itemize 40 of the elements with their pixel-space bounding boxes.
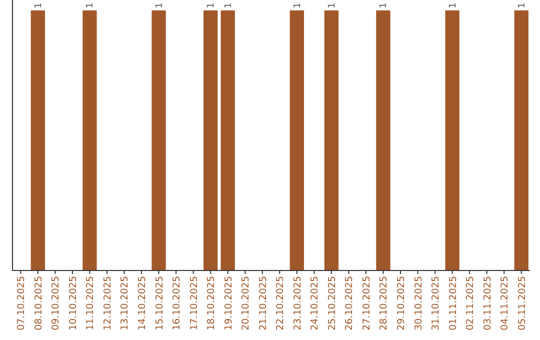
data-label: 1 <box>206 2 217 8</box>
x-tick-label: 15.10.2025 <box>154 276 166 330</box>
x-tick-label: 26.10.2025 <box>344 276 356 330</box>
x-tick-label: 27.10.2025 <box>361 276 372 330</box>
x-tick-label: 18.10.2025 <box>206 276 218 330</box>
x-tick-label: 09.10.2025 <box>50 276 62 330</box>
x-tick-label: 30.10.2025 <box>413 276 424 330</box>
data-label: 1 <box>224 2 234 8</box>
x-tick-label: 02.11.2025 <box>465 276 476 330</box>
x-tick-label: 20.10.2025 <box>240 276 252 330</box>
x-tick-label: 28.10.2025 <box>378 276 390 330</box>
x-tick-label: 25.10.2025 <box>326 276 338 330</box>
x-tick-label: 04.11.2025 <box>500 276 511 330</box>
x-tick-label: 05.11.2025 <box>516 276 528 330</box>
x-tick-label: 16.10.2025 <box>172 276 183 330</box>
x-tick-label: 03.11.2025 <box>482 276 494 330</box>
x-tick-label: 17.10.2025 <box>188 276 200 330</box>
x-tick-label: 24.10.2025 <box>310 276 321 330</box>
data-label: 1 <box>86 2 96 8</box>
data-label: 1 <box>327 2 338 8</box>
x-tick-label: 10.10.2025 <box>68 276 79 330</box>
x-tick-label: 08.10.2025 <box>33 276 44 330</box>
x-tick-label: 21.10.2025 <box>258 276 269 330</box>
data-label: 1 <box>154 2 165 8</box>
x-tick-label: 07.10.2025 <box>16 276 28 330</box>
x-tick-label: 14.10.2025 <box>137 276 148 330</box>
x-tick-label: 23.10.2025 <box>292 276 304 330</box>
data-label: 1 <box>292 2 303 8</box>
x-tick-label: 11.10.2025 <box>85 276 96 330</box>
data-label: 1 <box>34 2 44 8</box>
x-tick-label: 13.10.2025 <box>120 276 131 330</box>
data-label: 1 <box>517 2 528 8</box>
data-label: 1 <box>379 2 390 8</box>
x-tick-label: 29.10.2025 <box>396 276 407 330</box>
x-tick-label: 31.10.2025 <box>430 276 442 330</box>
x-tick-label: 22.10.2025 <box>275 276 286 330</box>
x-tick-label: 19.10.2025 <box>223 276 234 330</box>
data-label: 1 <box>448 2 458 8</box>
x-tick-label: 01.11.2025 <box>448 276 459 330</box>
x-tick-label: 12.10.2025 <box>102 276 114 330</box>
